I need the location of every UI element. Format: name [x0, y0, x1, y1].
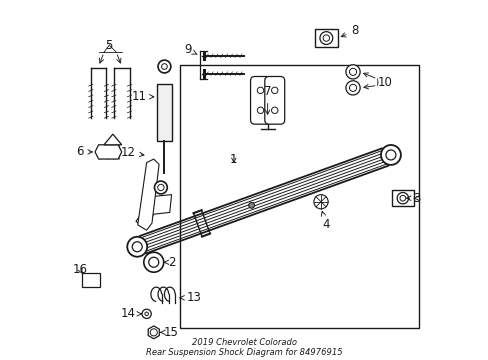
FancyBboxPatch shape: [264, 76, 284, 124]
FancyBboxPatch shape: [250, 76, 270, 124]
Text: 9: 9: [184, 43, 197, 56]
Circle shape: [148, 257, 159, 267]
Circle shape: [144, 312, 148, 316]
Circle shape: [349, 84, 356, 91]
Text: 2: 2: [164, 256, 175, 269]
Circle shape: [257, 87, 263, 94]
Bar: [81, 273, 100, 287]
Circle shape: [385, 150, 395, 160]
Polygon shape: [136, 195, 171, 229]
Bar: [180, 65, 418, 328]
Circle shape: [271, 107, 277, 113]
Text: 15: 15: [160, 326, 178, 339]
Text: 14: 14: [121, 307, 142, 320]
Circle shape: [323, 35, 329, 41]
Circle shape: [132, 242, 142, 252]
Circle shape: [313, 195, 327, 209]
Circle shape: [143, 252, 163, 272]
Circle shape: [257, 107, 263, 113]
Polygon shape: [138, 159, 159, 230]
Circle shape: [396, 193, 407, 204]
Polygon shape: [95, 145, 122, 159]
Text: 3: 3: [413, 192, 420, 205]
Text: 8: 8: [341, 24, 358, 37]
Text: 4: 4: [321, 211, 329, 231]
Text: 10: 10: [377, 76, 392, 89]
Text: 7: 7: [264, 85, 271, 114]
Circle shape: [399, 195, 405, 201]
Text: 6: 6: [76, 145, 92, 158]
Bar: [314, 29, 337, 47]
Circle shape: [345, 81, 359, 95]
Bar: [391, 190, 413, 206]
Circle shape: [154, 181, 167, 194]
Text: 16: 16: [72, 263, 87, 276]
Text: 12: 12: [121, 147, 143, 159]
Polygon shape: [148, 326, 159, 339]
Circle shape: [161, 64, 167, 69]
Circle shape: [345, 65, 359, 79]
Text: 1: 1: [230, 153, 237, 166]
Bar: [156, 84, 172, 141]
Circle shape: [319, 32, 332, 45]
Circle shape: [127, 237, 147, 257]
Circle shape: [150, 329, 157, 336]
Circle shape: [142, 309, 151, 319]
Text: 13: 13: [180, 291, 201, 304]
Circle shape: [248, 203, 254, 208]
Circle shape: [158, 60, 170, 73]
Text: 2019 Chevrolet Colorado
Rear Suspension Shock Diagram for 84976915: 2019 Chevrolet Colorado Rear Suspension …: [146, 338, 342, 357]
Text: 5: 5: [105, 39, 113, 52]
Circle shape: [349, 68, 356, 76]
Circle shape: [380, 145, 400, 165]
Circle shape: [271, 87, 277, 94]
Text: 11: 11: [131, 90, 154, 103]
Circle shape: [157, 184, 164, 191]
Polygon shape: [104, 134, 122, 145]
